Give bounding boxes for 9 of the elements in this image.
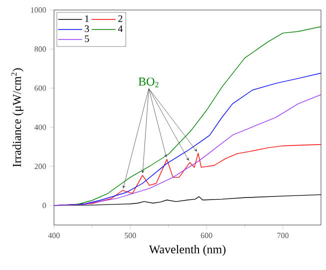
- x-axis-title: Wavelenth (nm): [148, 244, 226, 256]
- legend-label: 3: [84, 25, 89, 32]
- legend-label: 4: [118, 25, 123, 32]
- annotation: BO$_{2}$: [138, 78, 158, 88]
- legend-label: 2: [118, 15, 122, 22]
- y-axis-title: Irradiance (μW/cm$^{2}$): [11, 68, 24, 167]
- legend-label: 1: [85, 15, 89, 22]
- legend-label: 5: [84, 35, 89, 42]
- line-series: [54, 94, 322, 206]
